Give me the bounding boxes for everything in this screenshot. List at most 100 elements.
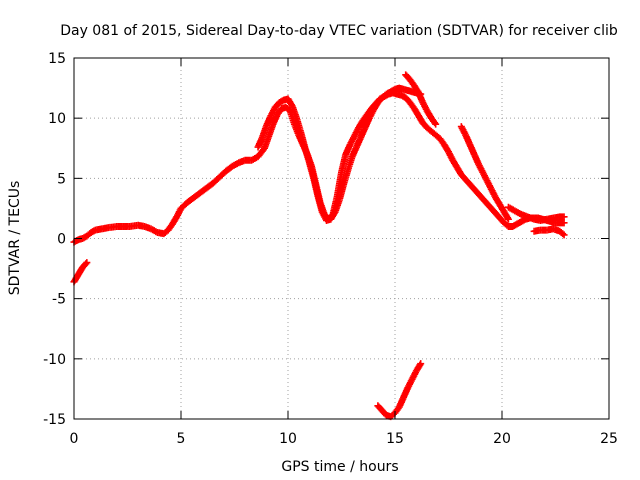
data-series — [374, 360, 425, 421]
data-point-fill — [283, 105, 293, 114]
data-point — [560, 213, 568, 221]
data-point-fill — [480, 170, 490, 183]
data-point-fill — [484, 178, 494, 191]
data-point-fill — [497, 215, 507, 226]
data-point-fill — [355, 118, 366, 130]
data-point-fill — [161, 227, 171, 236]
x-axis-ticks: 0 5 10 15 20 25 — [70, 58, 618, 447]
data-point-fill — [71, 237, 81, 245]
y-tick-label: -5 — [52, 292, 66, 308]
data-point-fill — [420, 120, 430, 131]
data-point-fill — [84, 230, 94, 239]
data-point-fill — [557, 228, 567, 238]
data-point-fill — [375, 95, 385, 105]
data-point-fill — [488, 206, 499, 216]
y-tick-label: 0 — [57, 232, 66, 248]
data-point — [417, 360, 425, 368]
data-point-fill — [463, 177, 473, 187]
data-point-fill — [198, 185, 209, 196]
x-tick-label: 25 — [600, 431, 618, 447]
data-point-fill — [174, 206, 184, 219]
data-point-fill — [89, 227, 98, 236]
x-tick-label: 10 — [279, 431, 297, 447]
data-point-fill — [279, 104, 288, 112]
data-point-fill — [512, 208, 524, 218]
data-point-fill — [384, 88, 393, 97]
grid — [74, 58, 609, 419]
data-point-fill — [407, 77, 417, 88]
data-point-fill — [277, 97, 286, 106]
data-point-fill — [204, 180, 216, 191]
data-point-fill — [480, 196, 490, 206]
data-point-fill — [230, 160, 241, 169]
data-point-fill — [471, 186, 481, 197]
data-point-fill — [392, 404, 402, 415]
data-point-fill — [454, 165, 464, 177]
data-series — [70, 259, 91, 286]
data-point-fill — [437, 136, 447, 147]
data-point-fill — [77, 265, 86, 274]
x-tick-label: 0 — [70, 431, 79, 447]
data-point-fill — [492, 195, 503, 207]
data-point-fill — [165, 222, 175, 233]
data-point-fill — [370, 100, 381, 112]
data-point-fill — [551, 225, 562, 235]
data-point-fill — [519, 216, 528, 225]
data-point-fill — [249, 154, 260, 163]
data-point-fill — [319, 210, 330, 223]
data-point-fill — [80, 233, 89, 242]
data-point-fill — [268, 105, 278, 118]
data-series — [254, 84, 425, 224]
x-tick-label: 15 — [386, 431, 404, 447]
data-point-fill — [388, 410, 398, 419]
data-point-fill — [458, 172, 469, 182]
data-point-fill — [415, 113, 426, 126]
data-point-fill — [433, 132, 443, 141]
data-point-fill — [347, 134, 357, 147]
data-point-fill — [217, 168, 229, 180]
data-point-fill — [178, 200, 190, 211]
data-point-fill — [223, 163, 235, 174]
data-point-fill — [410, 88, 419, 96]
data-point-fill — [324, 216, 333, 224]
data-point-fill — [274, 106, 285, 117]
data-point-fill — [185, 195, 197, 205]
y-tick-label: -15 — [43, 412, 66, 428]
data-point-fill — [351, 125, 362, 139]
y-tick-label: 5 — [57, 171, 66, 187]
chart-title: Day 081 of 2015, Sidereal Day-to-day VTE… — [60, 23, 618, 39]
x-tick-label: 5 — [177, 431, 186, 447]
data-point — [432, 120, 440, 128]
y-axis-ticks: -15 -10 -5 0 5 10 15 — [43, 51, 609, 428]
data-point-fill — [458, 124, 469, 137]
data-point-fill — [510, 221, 520, 230]
data-point-fill — [497, 202, 507, 215]
data-point — [560, 231, 568, 239]
data-series — [402, 71, 440, 128]
x-axis-label: GPS time / hours — [281, 459, 398, 475]
data-point-fill — [429, 129, 438, 138]
data-point-fill — [413, 361, 424, 373]
data-point-fill — [285, 96, 295, 109]
data-point-fill — [366, 107, 377, 120]
data-point-fill — [467, 182, 477, 192]
data-point-fill — [169, 214, 180, 227]
data-point-fill — [425, 125, 434, 134]
data-series — [457, 123, 512, 223]
data-series — [70, 89, 568, 246]
data-point-fill — [488, 187, 499, 200]
data-series — [504, 203, 568, 224]
data-point-fill — [445, 150, 456, 163]
data-point-fill — [549, 218, 558, 226]
data-point-fill — [409, 369, 420, 382]
data-point-fill — [384, 412, 393, 420]
data-point-fill — [388, 86, 398, 95]
data-point-fill — [73, 272, 82, 281]
y-tick-label: 15 — [48, 51, 66, 67]
data-point-fill — [272, 100, 282, 110]
x-tick-label: 20 — [493, 431, 511, 447]
data-point-fill — [281, 95, 291, 104]
data-point-fill — [71, 275, 79, 285]
data-point-fill — [328, 209, 338, 222]
